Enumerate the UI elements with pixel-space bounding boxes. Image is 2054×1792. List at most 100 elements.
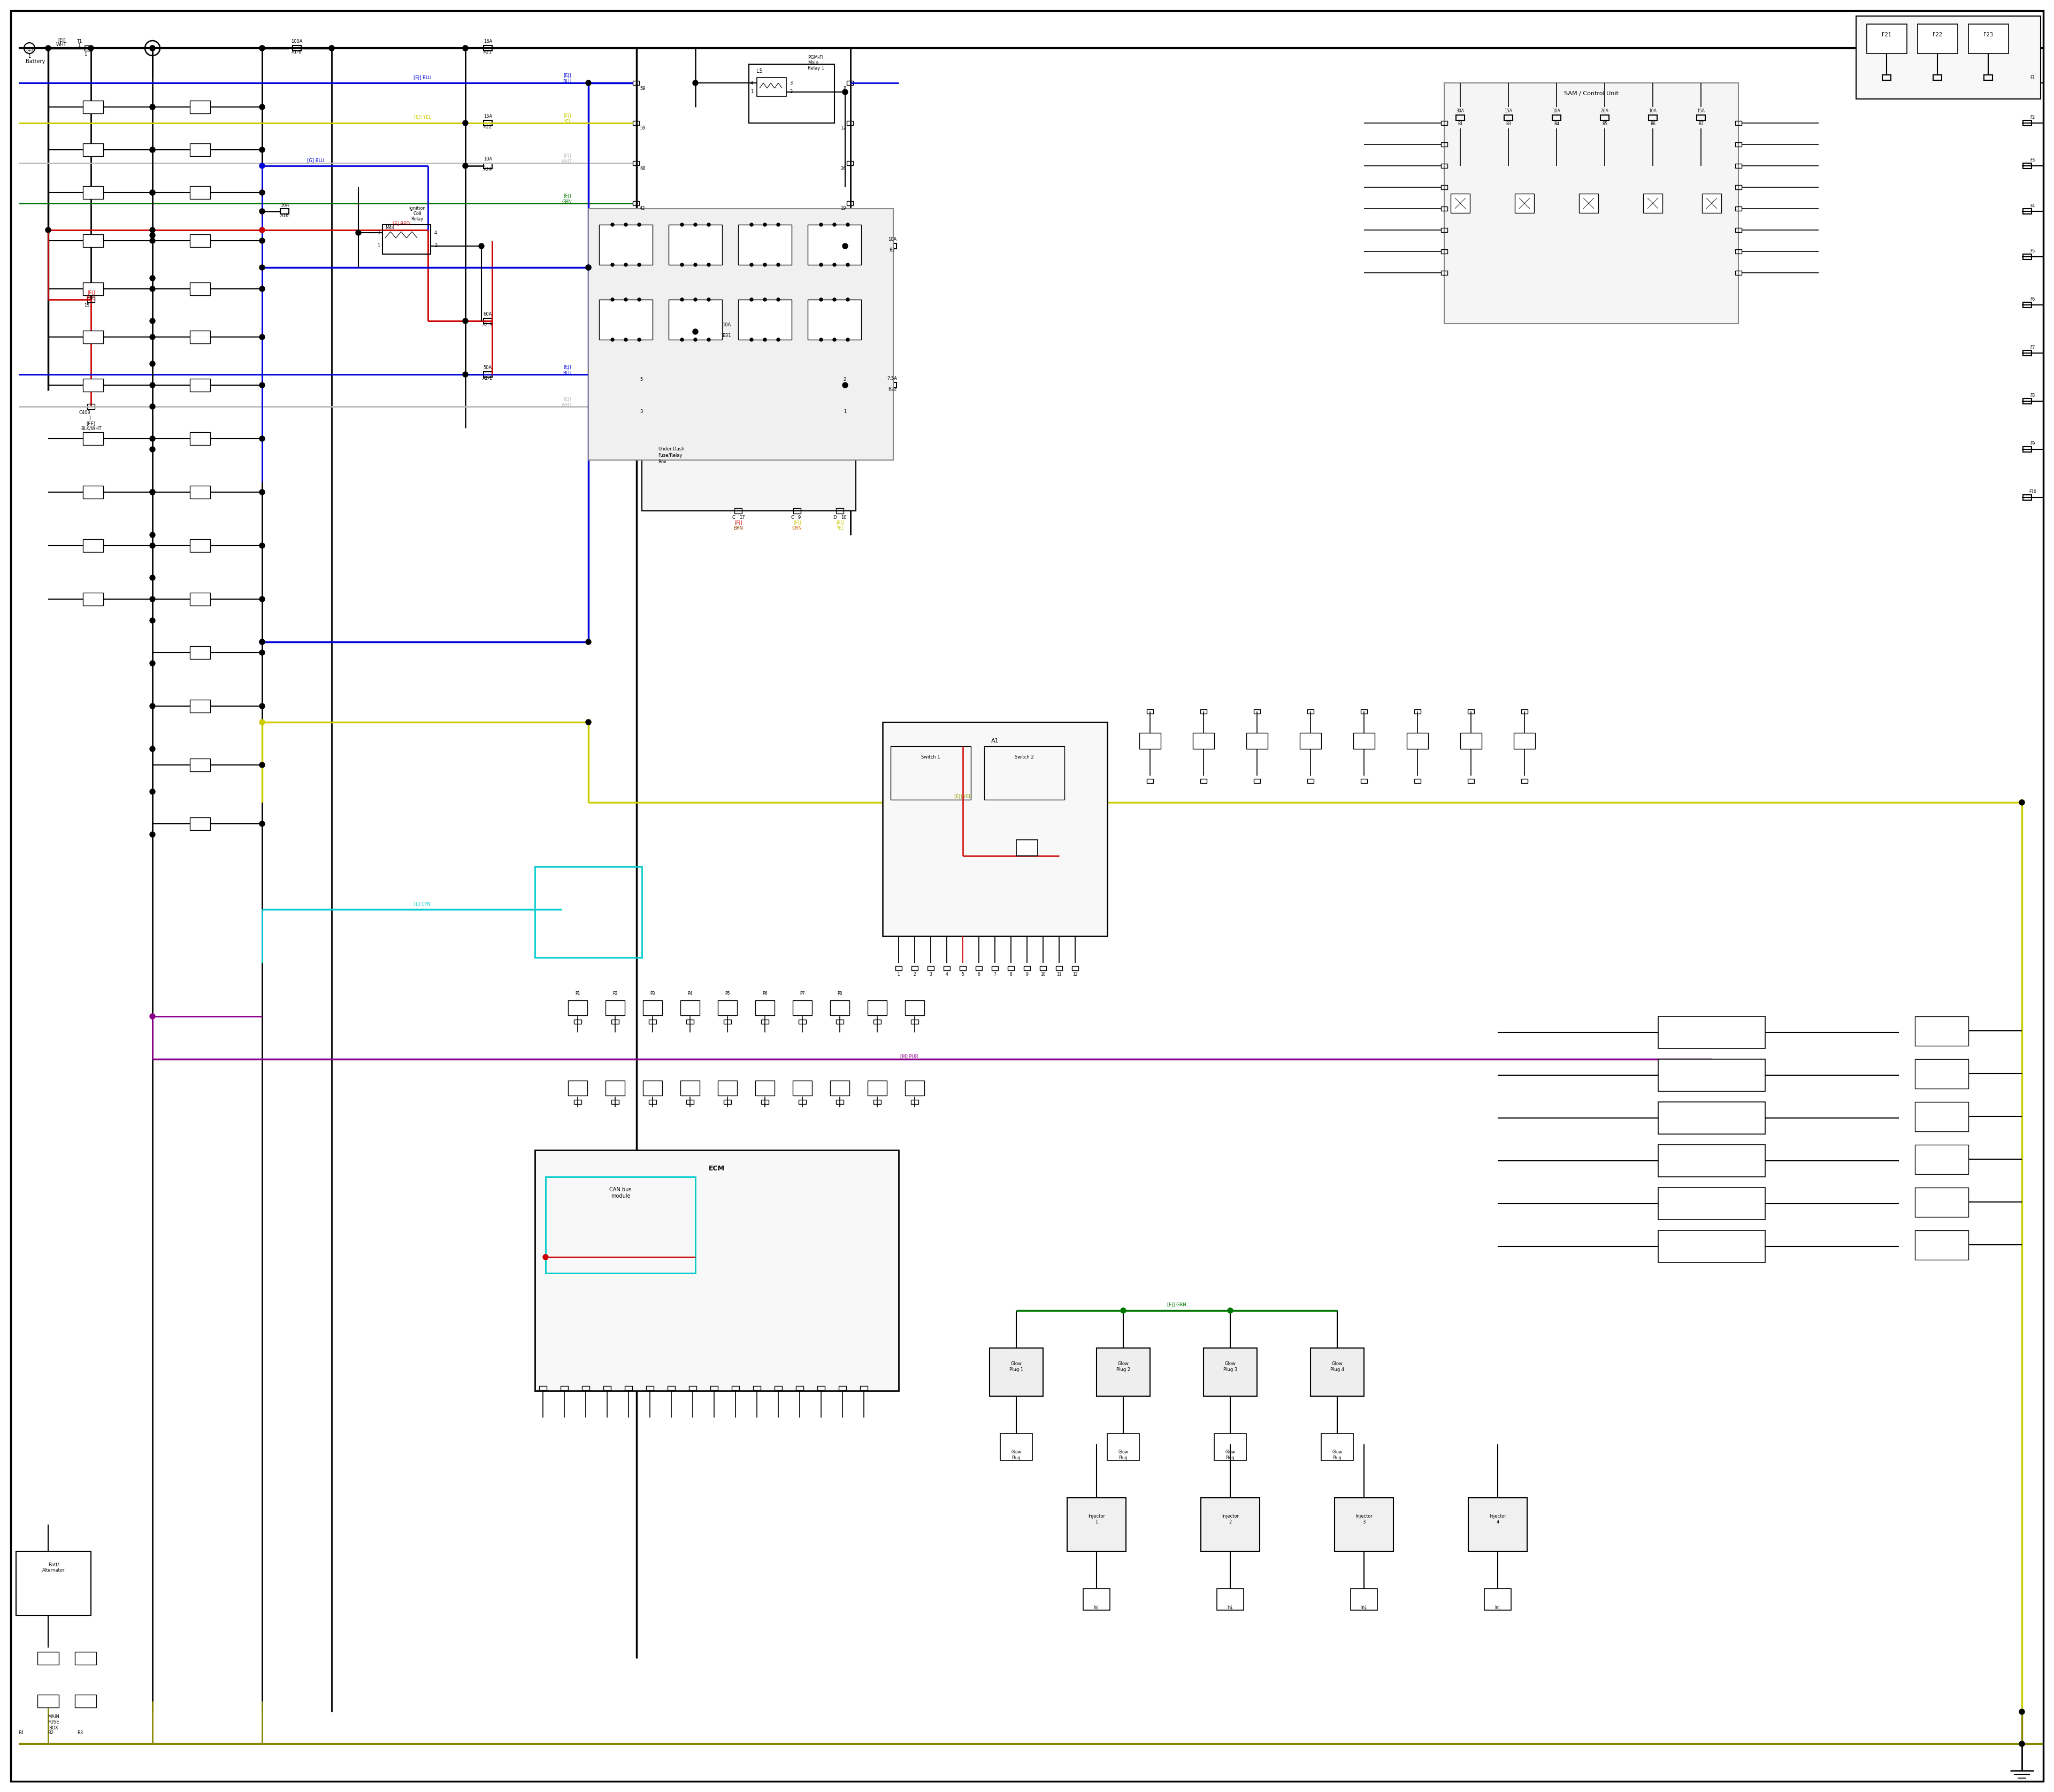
Bar xyxy=(561,1385,569,1391)
Circle shape xyxy=(150,319,156,324)
Bar xyxy=(37,1695,60,1708)
Text: ORN: ORN xyxy=(793,527,801,530)
Circle shape xyxy=(150,788,156,794)
Bar xyxy=(1360,780,1368,783)
Bar xyxy=(1442,185,1448,190)
Bar xyxy=(483,120,493,125)
Circle shape xyxy=(585,719,592,724)
Bar xyxy=(887,244,896,249)
Bar xyxy=(1658,1016,1764,1048)
Circle shape xyxy=(259,762,265,767)
Bar xyxy=(1009,966,1015,969)
Circle shape xyxy=(1228,1308,1232,1314)
Text: 100A: 100A xyxy=(292,39,302,45)
Bar xyxy=(1736,206,1742,211)
Bar xyxy=(600,299,653,340)
Circle shape xyxy=(585,640,592,645)
Bar xyxy=(604,1385,610,1391)
Circle shape xyxy=(45,228,51,233)
Circle shape xyxy=(832,297,836,301)
Circle shape xyxy=(150,233,156,238)
Text: B31: B31 xyxy=(721,333,731,339)
Circle shape xyxy=(259,104,265,109)
Circle shape xyxy=(150,382,156,387)
Circle shape xyxy=(694,263,696,267)
Text: 2: 2 xyxy=(433,244,438,249)
Bar xyxy=(1736,271,1742,274)
Text: [EJ]: [EJ] xyxy=(793,521,801,525)
Text: [EJ]
BLU: [EJ] BLU xyxy=(563,73,571,84)
Bar xyxy=(649,1020,657,1023)
Bar xyxy=(1097,1348,1150,1396)
Circle shape xyxy=(2019,1710,2025,1715)
Circle shape xyxy=(150,45,156,50)
Text: [EJ]
WHT: [EJ] WHT xyxy=(561,154,573,165)
Bar xyxy=(807,224,861,265)
Bar xyxy=(189,100,210,113)
Bar xyxy=(1658,1145,1764,1177)
Circle shape xyxy=(259,265,265,271)
Bar xyxy=(1200,780,1208,783)
Bar xyxy=(600,224,653,265)
Bar xyxy=(82,486,103,498)
Bar xyxy=(189,186,210,199)
Bar xyxy=(737,299,791,340)
Circle shape xyxy=(624,297,626,301)
Circle shape xyxy=(462,163,468,168)
Circle shape xyxy=(750,339,754,340)
Text: C408: C408 xyxy=(78,410,90,416)
Bar xyxy=(292,45,302,50)
Bar xyxy=(1146,710,1152,713)
Circle shape xyxy=(150,489,156,495)
Bar xyxy=(1204,1348,1257,1396)
Circle shape xyxy=(610,339,614,340)
Bar xyxy=(680,1000,700,1016)
Bar xyxy=(910,1100,918,1104)
Circle shape xyxy=(776,339,781,340)
Circle shape xyxy=(259,821,265,826)
Bar xyxy=(906,1081,924,1095)
Circle shape xyxy=(750,297,754,301)
Bar xyxy=(2023,208,2031,213)
Bar xyxy=(846,81,852,84)
Text: Glow
Plug 1: Glow Plug 1 xyxy=(1009,1362,1023,1373)
Text: 16A: 16A xyxy=(279,202,290,208)
Bar xyxy=(612,1020,618,1023)
Circle shape xyxy=(680,263,684,267)
Bar xyxy=(1867,23,1906,54)
Bar xyxy=(1658,1188,1764,1220)
Circle shape xyxy=(259,208,265,213)
Circle shape xyxy=(846,222,850,226)
Text: [EE]: [EE] xyxy=(86,421,97,426)
Bar xyxy=(74,1652,97,1665)
Text: PGM-FI: PGM-FI xyxy=(807,56,824,61)
Text: 16A: 16A xyxy=(483,39,493,45)
Bar xyxy=(1456,115,1465,120)
Circle shape xyxy=(585,81,592,86)
Text: [E] RED: [E] RED xyxy=(392,220,409,226)
Text: [EJ]
BLU: [EJ] BLU xyxy=(563,366,571,375)
Circle shape xyxy=(692,330,698,335)
Text: 2: 2 xyxy=(844,378,846,382)
Text: ECM: ECM xyxy=(709,1165,725,1172)
Bar xyxy=(793,1081,811,1095)
Bar xyxy=(887,382,896,387)
Text: Glow
Plug 2: Glow Plug 2 xyxy=(1115,1362,1130,1373)
Circle shape xyxy=(259,45,265,50)
Circle shape xyxy=(707,222,711,226)
Bar xyxy=(896,966,902,969)
Text: B1: B1 xyxy=(1458,122,1462,127)
Text: (+): (+) xyxy=(27,48,33,54)
Text: P4: P4 xyxy=(688,991,692,996)
Circle shape xyxy=(259,163,265,168)
Circle shape xyxy=(637,297,641,301)
Circle shape xyxy=(150,287,156,292)
Bar xyxy=(189,143,210,156)
Bar xyxy=(581,1385,589,1391)
Circle shape xyxy=(832,263,836,267)
Text: CAN bus
module: CAN bus module xyxy=(610,1186,631,1199)
Bar xyxy=(189,758,210,771)
Text: F1: F1 xyxy=(2029,75,2036,81)
Bar xyxy=(534,867,641,957)
Text: [EJ] YEL: [EJ] YEL xyxy=(955,794,972,799)
